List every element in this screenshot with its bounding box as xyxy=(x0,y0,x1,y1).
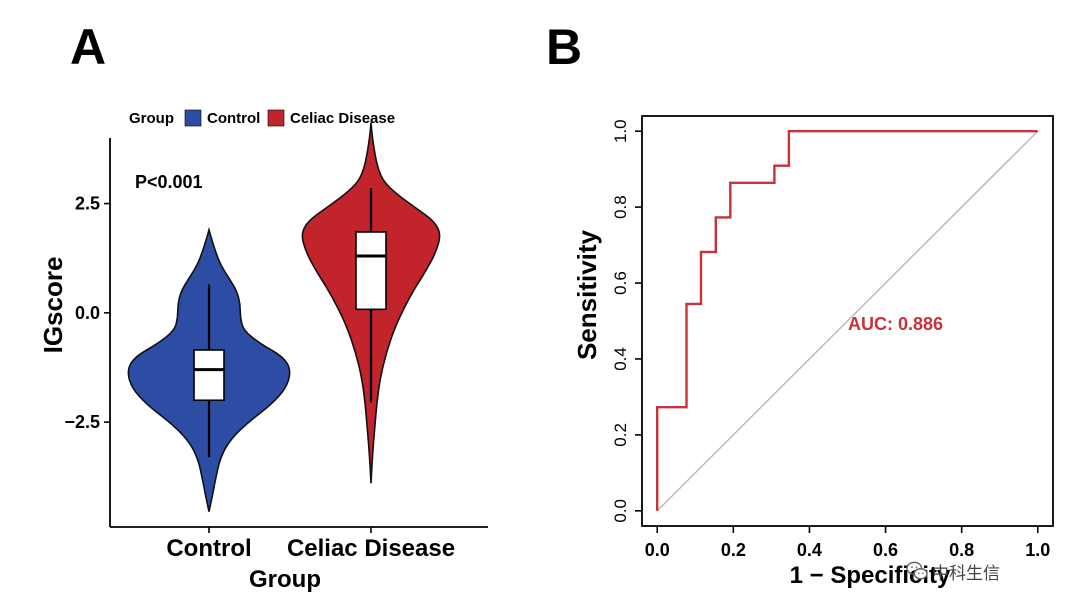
x-tick-label: 1.0 xyxy=(1025,540,1050,560)
x-tick-label: 0.0 xyxy=(645,540,670,560)
y-tick-label: 2.5 xyxy=(75,194,100,214)
x-axis-ticks: 0.0 0.2 0.4 0.6 0.8 1.0 xyxy=(645,526,1050,560)
x-axis-label: Group xyxy=(249,566,321,593)
legend: Group Control Celiac Disease xyxy=(129,109,395,127)
y-tick-label: 0.6 xyxy=(611,271,630,295)
y-axis-label: IGscore xyxy=(38,257,68,354)
watermark: 中科生信 xyxy=(906,556,1076,586)
panel-b-label: B xyxy=(546,19,582,75)
p-value-annotation: P<0.001 xyxy=(135,172,203,192)
x-tick-label: 0.4 xyxy=(797,540,822,560)
y-axis-ticks: 0.0 0.2 0.4 0.6 0.8 1.0 xyxy=(611,119,642,523)
watermark-text: 中科生信 xyxy=(932,563,1000,584)
violins-layer xyxy=(127,122,441,512)
wechat-icon xyxy=(906,561,928,580)
y-axis-label: Sensitivity xyxy=(572,229,602,360)
y-tick-label: 0.4 xyxy=(611,347,630,371)
roc-plot: 0.0 0.2 0.4 0.6 0.8 1.0 0.0 0.2 0.4 0.6 0.8 1.0 AU… xyxy=(572,115,1054,589)
x-tick-label: 0.8 xyxy=(949,540,974,560)
x-axis-ticks: Control Celiac Disease xyxy=(166,527,455,562)
y-tick-label: 0.0 xyxy=(75,303,100,323)
roc-curve xyxy=(656,129,1038,511)
y-tick-label: 1.0 xyxy=(611,119,630,143)
reference-diagonal xyxy=(656,130,1039,512)
legend-title: Group xyxy=(129,110,174,127)
y-tick-label: 0.0 xyxy=(611,499,630,523)
legend-swatch-control xyxy=(184,109,202,127)
panel-a-label: A xyxy=(70,19,106,75)
legend-entry-celiac: Celiac Disease xyxy=(290,110,395,127)
x-tick-label: 0.2 xyxy=(721,540,746,560)
x-tick-label: 0.6 xyxy=(873,540,898,560)
y-tick-label: 0.2 xyxy=(611,423,630,447)
y-tick-label: 0.8 xyxy=(611,195,630,219)
violin-plot: Group Control Celiac Disease −2.50.02.5 … xyxy=(38,109,488,593)
roc-layer xyxy=(656,129,1039,512)
legend-swatch-celiac xyxy=(267,109,285,127)
box-iqr-celiac xyxy=(355,231,387,311)
box-iqr-control xyxy=(193,349,225,402)
legend-entry-control: Control xyxy=(207,110,260,127)
plot-frame xyxy=(641,115,1054,527)
x-tick-label: Control xyxy=(166,535,251,562)
y-tick-label: −2.5 xyxy=(64,412,100,432)
auc-annotation: AUC: 0.886 xyxy=(848,314,943,334)
x-tick-label: Celiac Disease xyxy=(287,535,455,562)
y-axis-ticks: −2.5 0.0 2.5 xyxy=(64,194,110,432)
